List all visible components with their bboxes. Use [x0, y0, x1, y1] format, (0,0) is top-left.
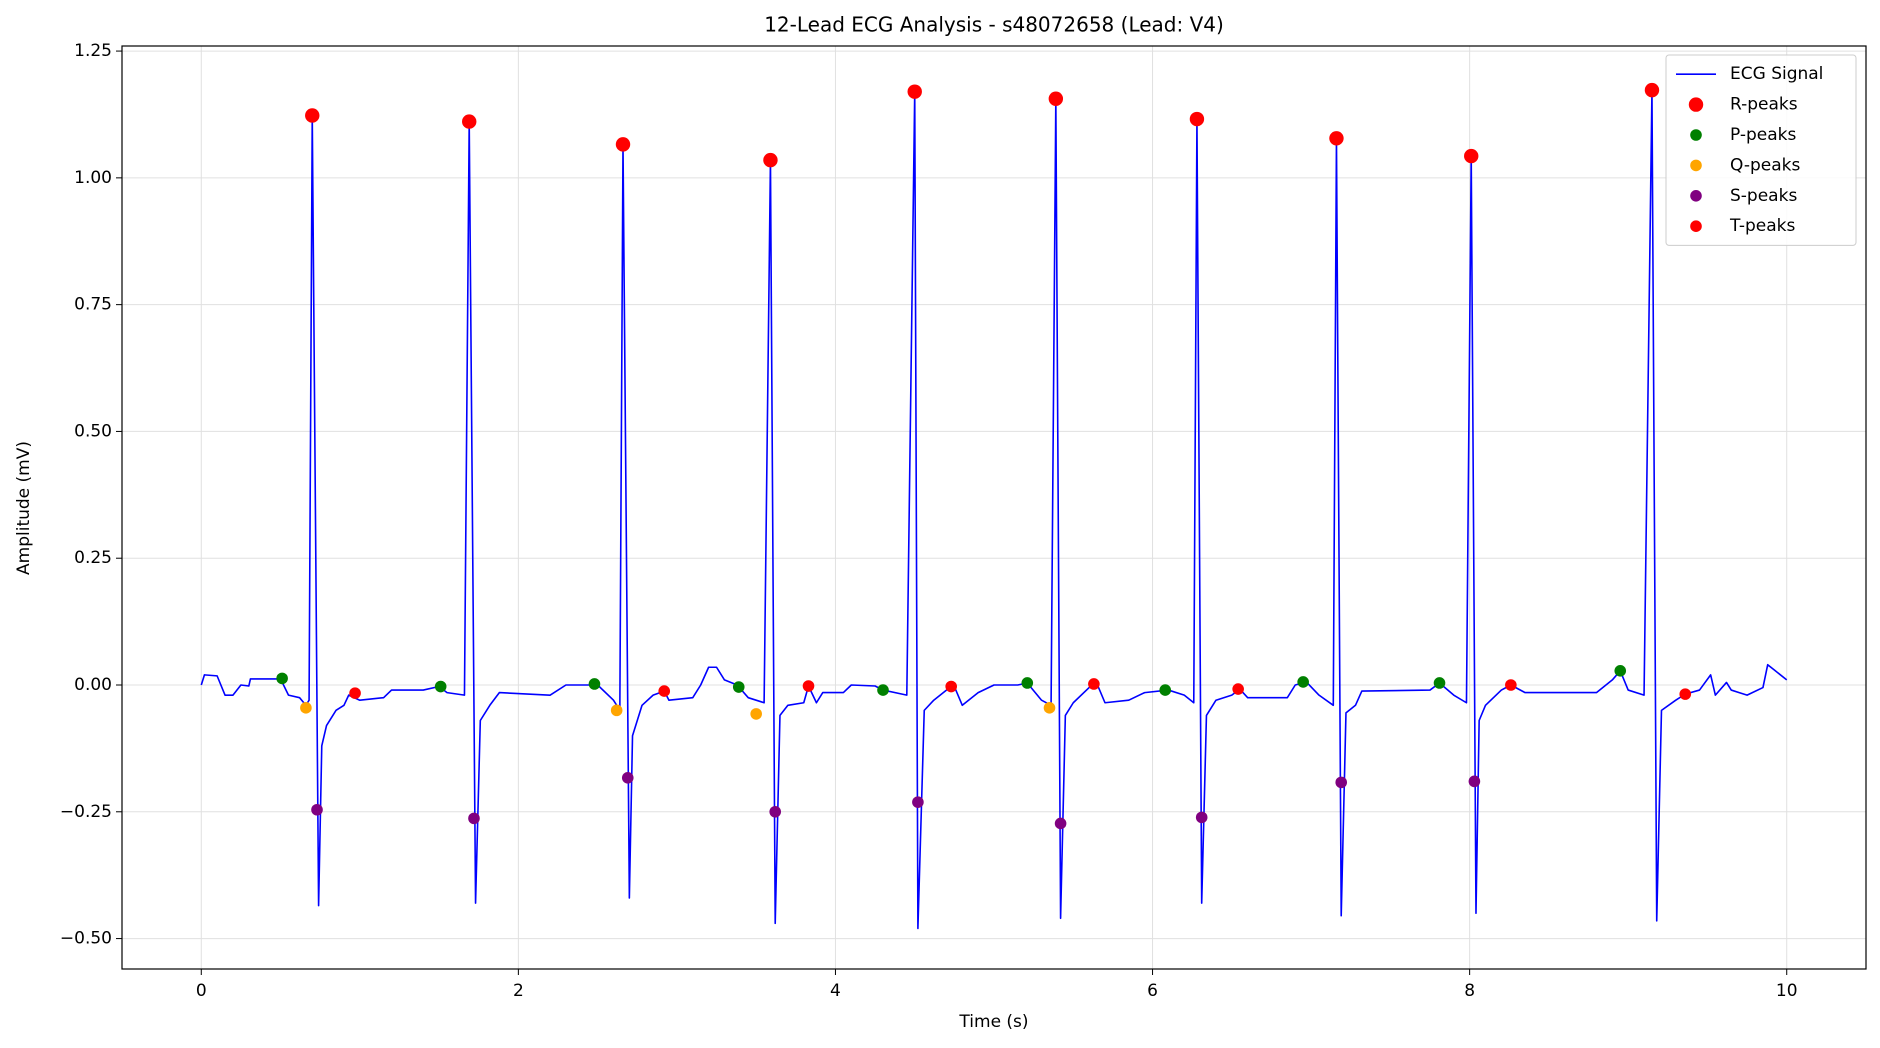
peak-marker — [732, 681, 745, 693]
y-tick-label: 1.25 — [74, 41, 112, 61]
peak-marker — [434, 680, 447, 693]
peak-marker — [615, 137, 631, 152]
peak-marker — [349, 687, 361, 699]
legend-label: R-peaks — [1730, 95, 1798, 115]
peak-marker — [1679, 688, 1692, 700]
legend-box — [1665, 54, 1857, 246]
peak-marker — [1433, 677, 1446, 689]
peak-marker — [588, 678, 601, 690]
x-tick-label: 0 — [196, 981, 207, 1001]
peak-marker — [1505, 679, 1517, 691]
peak-marker — [1232, 683, 1244, 695]
y-axis-label: Amplitude (mV) — [14, 441, 34, 575]
peak-marker — [1614, 665, 1627, 677]
x-tick-label: 8 — [1464, 981, 1475, 1001]
peak-marker — [305, 108, 320, 123]
legend-swatch — [1690, 159, 1702, 172]
peak-marker — [1335, 776, 1348, 789]
peak-marker — [1054, 817, 1067, 830]
legend-label: ECG Signal — [1730, 64, 1823, 84]
peak-marker — [1088, 678, 1100, 690]
plot-frame — [121, 45, 1867, 970]
peak-marker — [658, 685, 671, 697]
peak-marker — [621, 772, 634, 784]
y-tick-label: 0.00 — [74, 675, 112, 695]
x-tick-label: 4 — [830, 981, 841, 1001]
legend-label: P-peaks — [1730, 125, 1797, 145]
peak-marker — [912, 796, 924, 808]
x-tick-label: 6 — [1147, 981, 1158, 1001]
peak-marker — [907, 84, 922, 99]
peak-marker — [462, 114, 477, 129]
peak-marker — [1159, 684, 1172, 696]
legend-swatch — [1690, 190, 1702, 202]
peak-marker — [276, 672, 288, 685]
peak-marker — [1464, 148, 1479, 164]
peak-marker — [311, 803, 323, 816]
peak-marker — [1189, 111, 1205, 127]
y-tick-label: −0.25 — [60, 802, 112, 822]
peak-marker — [877, 684, 889, 696]
legend-label: S-peaks — [1730, 186, 1797, 206]
x-tick-label: 2 — [513, 981, 524, 1001]
peak-marker — [802, 680, 815, 692]
legend-swatch — [1688, 97, 1704, 112]
peak-marker — [300, 702, 312, 714]
peak-marker — [750, 708, 762, 720]
legend-swatch — [1690, 220, 1702, 232]
y-tick-label: 0.75 — [74, 295, 112, 315]
peak-marker — [1329, 131, 1344, 146]
y-tick-label: 0.50 — [74, 421, 112, 441]
peak-marker — [1644, 82, 1660, 98]
legend-label: Q-peaks — [1730, 155, 1801, 175]
peak-marker — [1468, 775, 1481, 788]
peak-marker — [945, 680, 957, 693]
chart-title: 12-Lead ECG Analysis - s48072658 (Lead: … — [764, 13, 1224, 37]
peak-marker — [1297, 676, 1309, 688]
legend-label: T-peaks — [1729, 216, 1795, 236]
legend-swatch — [1690, 129, 1702, 141]
x-axis-label: Time (s) — [958, 1012, 1028, 1032]
x-tick-label: 10 — [1776, 981, 1798, 1001]
y-tick-label: −0.50 — [60, 929, 112, 949]
peak-marker — [1021, 677, 1034, 689]
peak-marker — [1043, 702, 1056, 714]
peak-marker — [769, 805, 782, 818]
peak-marker — [1195, 811, 1208, 824]
legend: ECG Signal R-peaks P-peaks Q-peaks S-peaks T-… — [1665, 54, 1857, 246]
ecg-line — [200, 89, 1788, 930]
peak-marker — [1048, 91, 1064, 106]
peak-marker — [468, 812, 480, 825]
peak-marker — [610, 704, 623, 717]
peak-marker — [763, 152, 778, 168]
y-tick-label: 1.00 — [74, 168, 112, 188]
y-tick-label: 0.25 — [74, 548, 112, 568]
